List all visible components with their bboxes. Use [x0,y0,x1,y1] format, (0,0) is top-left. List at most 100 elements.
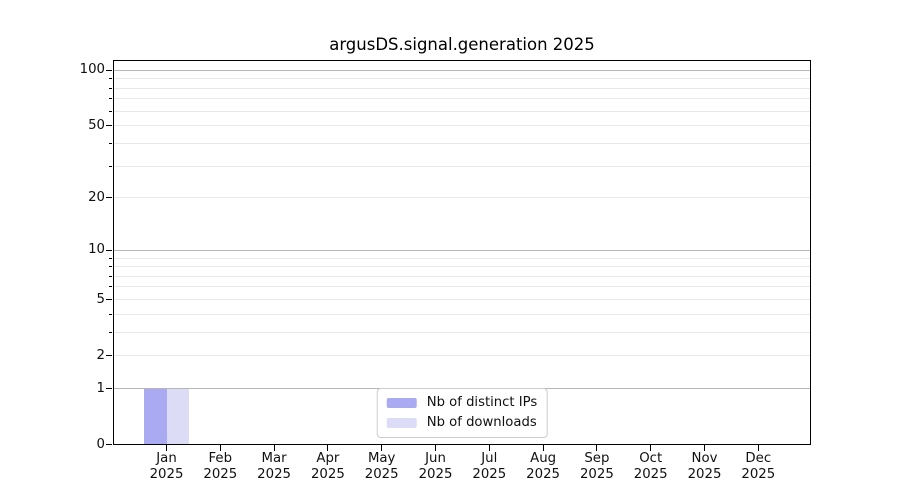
x-tick-sep [596,445,598,451]
y-tick-label-5: 5 [96,291,105,307]
x-tick-year: 2025 [203,466,238,482]
x-tick-feb [219,445,221,451]
legend: Nb of distinct IPs Nb of downloads [376,388,548,438]
x-tick-month: Oct [639,451,663,466]
x-tick-dec [757,445,759,451]
y-gridline-minor-7 [113,275,811,277]
legend-item-distinct-ips: Nb of distinct IPs [386,394,537,412]
x-tick-year: 2025 [741,466,776,482]
chart-title: argusDS.signal.generation 2025 [329,35,595,54]
y-minortick-7 [109,275,112,277]
bar-nb-of-distinct-ips-jan [144,388,167,445]
y-tick-label-100: 100 [79,62,105,78]
x-tick-aug [542,445,544,451]
x-tick-label-sep: Sep 2025 [562,451,632,482]
y-minortick-3 [109,331,112,333]
legend-label-downloads: Nb of downloads [426,415,537,430]
y-tick-label-10: 10 [88,242,105,258]
y-minortick-8 [109,266,112,268]
y-gridline-minor-5 [113,299,811,300]
y-gridline-minor-6 [113,286,811,288]
x-tick-month: Mar [261,451,287,466]
x-tick-oct [650,445,652,451]
x-tick-year: 2025 [364,466,399,482]
y-minortick-30 [109,165,112,167]
x-tick-jan [165,445,167,451]
x-tick-label-jul: Jul 2025 [454,451,524,482]
y-tick-label-0: 0 [96,437,105,452]
y-gridline-minor-80 [113,87,811,89]
x-tick-mar [273,445,275,451]
x-tick-year: 2025 [257,466,292,482]
x-tick-month: Apr [316,451,340,466]
y-gridline-minor-3 [113,331,811,333]
y-gridline-minor-60 [113,110,811,112]
y-minortick-90 [109,78,112,80]
y-gridline-minor-9 [113,257,811,259]
y-tick-2 [106,355,112,357]
x-tick-month: Jun [425,451,446,466]
y-gridline-10 [113,249,811,251]
bar-nb-of-downloads-jan [166,388,189,445]
y-tick-label-2: 2 [96,347,105,363]
x-tick-year: 2025 [579,466,614,482]
x-tick-month: Jul [481,451,498,466]
x-tick-month: Sep [584,451,610,466]
legend-item-downloads: Nb of downloads [386,414,538,432]
y-tick-label-1: 1 [96,380,105,396]
x-tick-label-oct: Oct 2025 [616,451,686,482]
x-tick-label-nov: Nov 2025 [670,451,740,482]
x-tick-label-apr: Apr 2025 [293,451,363,482]
y-minortick-70 [109,98,112,100]
y-minortick-6 [109,286,112,288]
x-tick-year: 2025 [526,466,561,482]
y-tick-0 [106,444,112,446]
x-tick-apr [327,445,329,451]
x-tick-jun [434,445,436,451]
x-tick-label-feb: Feb 2025 [185,451,255,482]
x-tick-label-dec: Dec 2025 [723,451,793,482]
x-tick-label-jun: Jun 2025 [401,451,471,482]
y-gridline-minor-70 [113,98,811,100]
y-minortick-4 [109,313,112,315]
y-tick-50 [106,125,112,127]
x-tick-label-aug: Aug 2025 [508,451,578,482]
y-gridline-minor-30 [113,165,811,167]
plot-area: Nb of distinct IPs Nb of downloads [106,60,811,451]
x-tick-may [381,445,383,451]
x-tick-month: Dec [745,451,772,466]
y-tick-label-50: 50 [88,117,105,133]
y-gridline-minor-8 [113,266,811,268]
y-gridline-minor-4 [113,313,811,315]
x-tick-year: 2025 [310,466,345,482]
x-tick-month: Nov [691,451,718,466]
x-tick-label-mar: Mar 2025 [239,451,309,482]
y-minortick-9 [109,257,112,259]
legend-swatch-distinct-ips [386,398,417,408]
x-tick-label-may: May 2025 [347,451,417,482]
x-tick-year: 2025 [687,466,722,482]
y-tick-label-20: 20 [88,189,105,205]
x-tick-label-jan: Jan 2025 [132,451,202,482]
y-tick-100 [106,69,112,71]
x-tick-month: Aug [530,451,557,466]
x-tick-month: Jan [156,451,177,466]
x-tick-month: Feb [208,451,233,466]
x-tick-year: 2025 [633,466,668,482]
y-tick-10 [106,249,112,251]
x-tick-year: 2025 [472,466,507,482]
y-tick-20 [106,197,112,199]
y-gridline-100 [113,69,811,71]
y-gridline-minor-50 [113,125,811,127]
y-gridline-minor-40 [113,142,811,144]
y-minortick-80 [109,87,112,89]
x-tick-year: 2025 [149,466,184,482]
y-gridline-minor-90 [113,78,811,80]
x-tick-month: May [367,451,396,466]
x-tick-year: 2025 [418,466,453,482]
y-gridline-minor-2 [113,355,811,357]
x-tick-jul [488,445,490,451]
y-minortick-60 [109,110,112,112]
y-tick-5 [106,298,112,300]
